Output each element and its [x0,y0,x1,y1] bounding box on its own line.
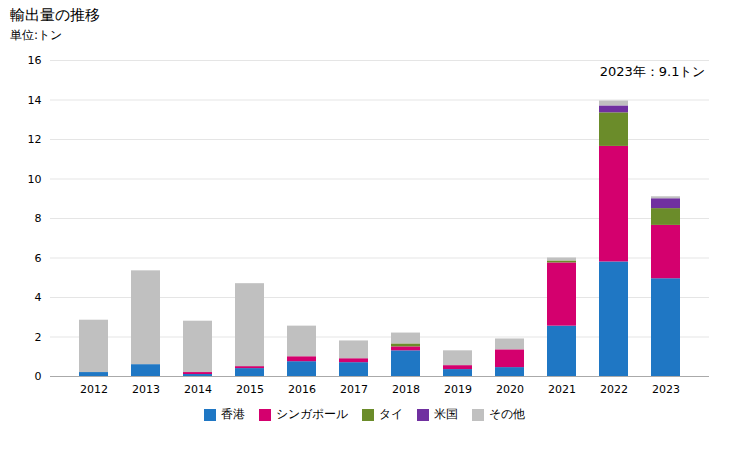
svg-text:6: 6 [35,252,42,265]
svg-text:12: 12 [28,133,42,146]
svg-text:2020: 2020 [496,383,524,396]
svg-text:8: 8 [35,212,42,225]
html-text:シンガポール: シンガポール [276,407,348,421]
html-text:米国: 米国 [434,407,458,421]
svg-text:2014: 2014 [184,383,212,396]
html-text:輸出量の推移: 輸出量の推移 [10,6,100,24]
svg-text:2023: 2023 [652,383,680,396]
html-text:タイ: タイ [379,407,403,421]
svg-text:2016: 2016 [288,383,316,396]
svg-text:2018: 2018 [392,383,420,396]
html-text:その他: その他 [489,407,525,421]
svg-text:2021: 2021 [548,383,576,396]
svg-text:10: 10 [28,173,42,186]
svg-text:2012: 2012 [80,383,108,396]
svg-text:2019: 2019 [444,383,472,396]
svg-text:0: 0 [35,370,42,383]
svg-text:2015: 2015 [236,383,264,396]
svg-text:16: 16 [28,54,42,67]
svg-text:2023年：9.1トン: 2023年：9.1トン [600,64,706,79]
html-text:香港: 香港 [221,407,245,421]
svg-text:14: 14 [28,94,42,107]
svg-text:2022: 2022 [600,383,628,396]
svg-text:2017: 2017 [340,383,368,396]
svg-text:4: 4 [35,291,42,304]
svg-text:2013: 2013 [132,383,160,396]
html-text:単位:トン: 単位:トン [10,28,62,42]
svg-text:2: 2 [35,331,42,344]
